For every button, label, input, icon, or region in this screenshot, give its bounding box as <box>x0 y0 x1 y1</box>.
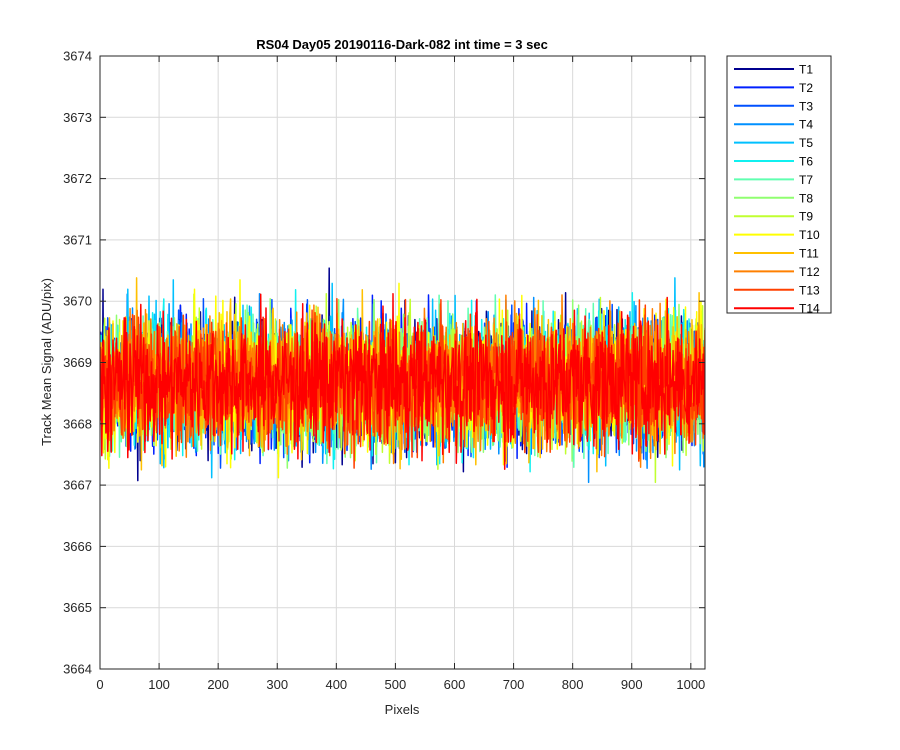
y-tick-label: 3672 <box>63 171 92 186</box>
x-tick-label: 1000 <box>676 677 705 692</box>
legend-label-t5: T5 <box>799 136 813 150</box>
legend-label-t2: T2 <box>799 81 813 95</box>
x-tick-label: 0 <box>96 677 103 692</box>
y-axis-label: Track Mean Signal (ADU/pix) <box>39 278 54 446</box>
y-tick-label: 3665 <box>63 600 92 615</box>
legend-label-t6: T6 <box>799 155 813 169</box>
legend-label-t3: T3 <box>799 99 813 113</box>
x-tick-label: 100 <box>148 677 170 692</box>
y-tick-label: 3667 <box>63 478 92 493</box>
x-tick-label: 700 <box>503 677 525 692</box>
chart-title: RS04 Day05 20190116-Dark-082 int time = … <box>256 37 548 52</box>
legend-label-t11: T11 <box>799 247 819 261</box>
legend-label-t4: T4 <box>799 118 813 132</box>
y-tick-label: 3664 <box>63 662 92 677</box>
legend-label-t13: T13 <box>799 283 820 297</box>
x-tick-label: 800 <box>562 677 584 692</box>
legend-box <box>726 55 832 314</box>
x-tick-label: 300 <box>266 677 288 692</box>
legend-label-t9: T9 <box>799 210 813 224</box>
y-tick-label: 3671 <box>63 232 92 247</box>
x-tick-label: 900 <box>621 677 643 692</box>
x-tick-label: 200 <box>207 677 229 692</box>
axis-ticks: 0 100 200 300 400 500 600 700 800 900 1000 3664 3665… <box>63 49 705 693</box>
series-line-t14 <box>100 293 705 470</box>
legend-label-t7: T7 <box>799 173 813 187</box>
x-axis-label: Pixels <box>385 702 420 717</box>
y-tick-label: 3666 <box>63 539 92 554</box>
x-tick-label: 400 <box>325 677 347 692</box>
legend-label-t12: T12 <box>799 265 820 279</box>
legend-label-t1: T1 <box>799 63 813 77</box>
legend: T1 T2 T3 T4 T5 T6 T7 T8 T9 T10 T11 T12 T13 T14 <box>726 55 832 316</box>
x-tick-label: 600 <box>444 677 466 692</box>
legend-label-t14: T14 <box>799 302 820 316</box>
y-tick-label: 3668 <box>63 416 92 431</box>
y-tick-label: 3669 <box>63 355 92 370</box>
x-tick-label: 500 <box>385 677 407 692</box>
series-layer <box>100 267 705 484</box>
legend-label-t8: T8 <box>799 191 813 205</box>
legend-label-t10: T10 <box>799 228 820 242</box>
y-tick-label: 3673 <box>63 110 92 125</box>
y-tick-label: 3670 <box>63 294 92 309</box>
y-tick-label: 3674 <box>63 49 92 64</box>
